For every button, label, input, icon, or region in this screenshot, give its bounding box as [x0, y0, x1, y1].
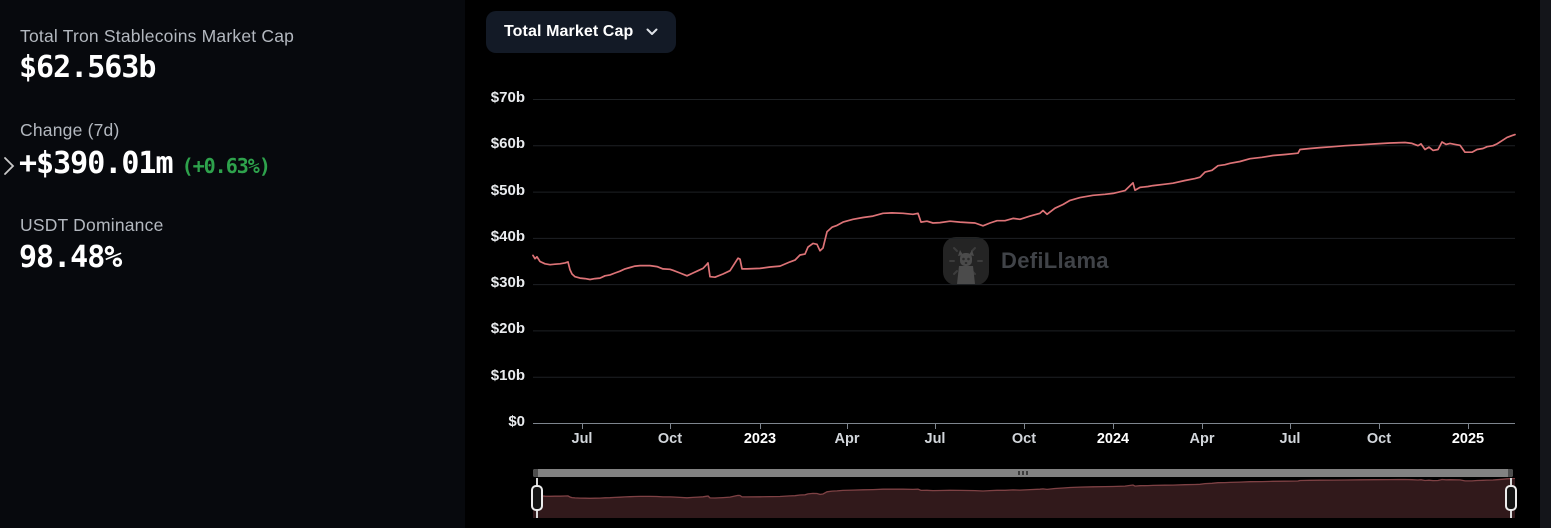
scrollbar-left-cap: [533, 469, 538, 477]
watermark-text: DefiLlama: [1001, 248, 1109, 273]
brush-line-series: [533, 478, 1515, 499]
x-axis-tick: [847, 423, 848, 429]
x-axis-tick: [1379, 423, 1380, 429]
x-axis-tick: [1024, 423, 1025, 429]
x-axis-label: 2023: [743, 431, 777, 447]
brush-left-handle[interactable]: [531, 485, 543, 511]
x-axis-tick: [582, 423, 583, 429]
usdt-dominance-value: 98.48%: [19, 240, 122, 275]
marketcap-line-series: [532, 133, 1516, 281]
gridlines: [533, 99, 1515, 378]
x-axis-tick: [935, 423, 936, 429]
x-axis-label: 2025: [1451, 431, 1485, 447]
scrollbar-right-cap: [1508, 469, 1513, 477]
y-axis-label: $10b: [490, 366, 525, 384]
change-7d-percent: (+0.63%): [181, 154, 271, 178]
x-axis-label: 2024: [1096, 431, 1130, 447]
x-axis-label: Apr: [834, 431, 860, 447]
x-axis-tick: [1113, 423, 1114, 429]
total-marketcap-value: $62.563b: [19, 50, 156, 85]
y-axis-label: $20b: [490, 320, 525, 338]
metric-selector-button[interactable]: Total Market Cap: [486, 11, 677, 53]
change-7d-value: +$390.01m: [19, 146, 174, 181]
metric-selector-label: Total Market Cap: [504, 23, 634, 40]
plot-area[interactable]: [532, 99, 1516, 423]
y-axis-label: $40b: [490, 227, 525, 245]
change-7d-label: Change (7d): [20, 120, 120, 140]
stats-panel: Total Tron Stablecoins Market Cap $62.56…: [0, 0, 465, 528]
scrollbar-grip-icon[interactable]: [1018, 471, 1028, 475]
x-axis-label: Jul: [571, 431, 593, 447]
brush-area-series: [533, 478, 1515, 518]
x-axis-tick: [1290, 423, 1291, 429]
x-axis-label: Oct: [1011, 431, 1037, 447]
y-axis-label: $30b: [490, 274, 525, 292]
timeline-brush[interactable]: [531, 478, 1517, 518]
x-axis-tick: [760, 423, 761, 429]
x-axis-tick: [1202, 423, 1203, 429]
x-axis-tick: [1468, 423, 1469, 429]
x-axis-tick: [670, 423, 671, 429]
x-axis-label: Apr: [1189, 431, 1215, 447]
chart-panel: [465, 0, 1551, 528]
chevron-down-icon: [646, 28, 658, 35]
chart-horizontal-scrollbar[interactable]: [533, 469, 1513, 477]
x-axis-label: Oct: [1366, 431, 1392, 447]
defillama-logo-icon: [943, 237, 989, 285]
expand-sidebar-chevron-icon[interactable]: [2, 155, 20, 179]
y-axis-label: $70b: [490, 89, 525, 106]
x-axis-label: Jul: [1279, 431, 1301, 447]
x-axis-label: Oct: [657, 431, 683, 447]
page-scrollbar[interactable]: [1540, 0, 1551, 528]
x-axis-label: Jul: [924, 431, 946, 447]
y-axis-label: $0: [508, 413, 525, 430]
y-axis-label: $60b: [490, 135, 525, 153]
y-axis-label: $50b: [490, 181, 525, 199]
total-marketcap-label: Total Tron Stablecoins Market Cap: [20, 26, 295, 46]
brush-right-handle[interactable]: [1505, 485, 1517, 511]
watermark: DefiLlama: [942, 236, 1109, 286]
usdt-dominance-label: USDT Dominance: [20, 215, 164, 235]
